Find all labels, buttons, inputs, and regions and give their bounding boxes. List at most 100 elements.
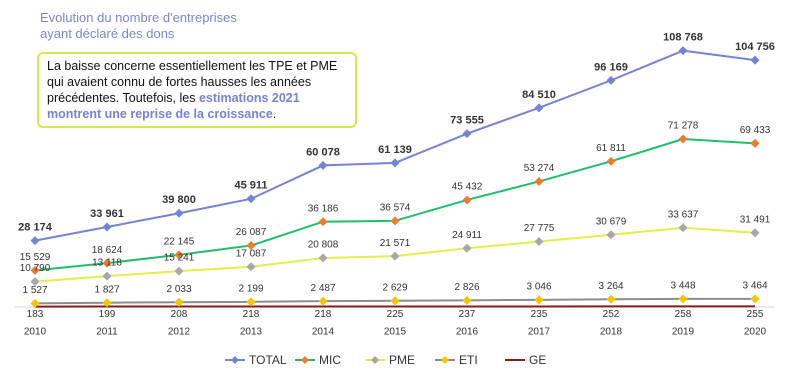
marker: [534, 176, 544, 186]
value-label: 208: [171, 309, 188, 320]
value-label: 69 433: [740, 125, 771, 136]
x-tick-label: 2011: [96, 327, 118, 338]
value-label: 2 487: [310, 283, 335, 294]
legend-marker: [231, 356, 239, 364]
marker: [606, 230, 616, 240]
value-label: 71 278: [668, 121, 699, 132]
marker: [318, 253, 328, 263]
value-label: 15 529: [20, 252, 51, 263]
marker: [174, 297, 184, 307]
value-label: 3 046: [526, 281, 551, 292]
marker: [750, 138, 760, 148]
value-label: 36 574: [380, 202, 411, 213]
marker: [750, 228, 760, 238]
value-label: 96 169: [594, 61, 628, 73]
marker: [102, 298, 112, 308]
legend-label: MIC: [319, 353, 341, 367]
marker: [318, 217, 328, 227]
value-label: 15 241: [164, 253, 195, 264]
value-label: 225: [387, 309, 404, 320]
marker: [174, 208, 184, 218]
value-label: 183: [27, 309, 44, 320]
x-tick-label: 2016: [456, 327, 479, 338]
marker: [606, 156, 616, 166]
value-label: 33 637: [668, 209, 699, 220]
x-tick-label: 2020: [744, 327, 767, 338]
chart-title: Evolution du nombre d'entreprises ayant …: [40, 10, 237, 41]
x-tick-label: 2018: [600, 327, 623, 338]
annotation-text: La baisse concerne essentiellement les T…: [47, 59, 338, 105]
marker: [246, 297, 256, 307]
marker: [462, 129, 472, 139]
marker: [174, 266, 184, 276]
value-label: 45 432: [452, 182, 483, 193]
annotation-highlight: estimations 2021 montrent une reprise de…: [47, 91, 300, 121]
value-label: 2 629: [382, 282, 407, 293]
value-label: 255: [747, 309, 764, 320]
value-label: 60 078: [306, 146, 340, 158]
marker: [318, 160, 328, 170]
value-label: 18 624: [92, 245, 123, 256]
value-label: 73 555: [450, 115, 484, 127]
value-label: 13 118: [92, 258, 122, 269]
marker: [390, 158, 400, 168]
marker: [390, 216, 400, 226]
legend-marker: [371, 356, 379, 364]
marker: [102, 271, 112, 281]
marker: [246, 262, 256, 272]
marker: [102, 258, 112, 268]
value-label: 27 775: [524, 223, 555, 234]
value-label: 199: [99, 309, 116, 320]
value-label: 26 087: [236, 227, 267, 238]
value-label: 33 961: [90, 208, 124, 220]
value-label: 258: [675, 309, 692, 320]
value-label: 30 679: [596, 216, 627, 227]
value-label: 21 571: [380, 238, 411, 249]
value-label: 1 527: [22, 285, 47, 296]
value-label: 237: [459, 309, 476, 320]
legend-marker: [301, 356, 309, 364]
marker: [462, 295, 472, 305]
x-tick-label: 2017: [528, 327, 551, 338]
legend-label: PME: [389, 353, 415, 367]
marker: [174, 250, 184, 260]
value-label: 218: [315, 309, 332, 320]
marker: [534, 295, 544, 305]
marker: [534, 103, 544, 113]
marker: [678, 294, 688, 304]
x-tick-label: 2012: [168, 327, 191, 338]
value-label: 2 199: [238, 283, 263, 294]
value-label: 84 510: [522, 89, 556, 101]
value-label: 104 756: [735, 41, 775, 53]
value-label: 22 145: [164, 236, 195, 247]
value-label: 24 911: [452, 230, 482, 241]
marker: [390, 251, 400, 261]
value-label: 61 811: [596, 143, 626, 154]
marker: [678, 134, 688, 144]
marker: [678, 46, 688, 56]
marker: [30, 236, 40, 246]
value-label: 61 139: [378, 144, 412, 156]
value-label: 2 826: [454, 282, 479, 293]
value-label: 10 790: [20, 263, 51, 274]
value-label: 39 800: [162, 194, 196, 206]
value-label: 53 274: [524, 163, 555, 174]
marker: [750, 294, 760, 304]
marker: [318, 296, 328, 306]
value-label: 36 186: [308, 203, 339, 214]
value-label: 17 087: [236, 248, 267, 259]
value-label: 28 174: [18, 222, 53, 234]
value-label: 108 768: [663, 32, 703, 44]
marker: [462, 243, 472, 253]
marker: [30, 277, 40, 287]
marker: [462, 195, 472, 205]
marker: [30, 298, 40, 308]
marker: [390, 296, 400, 306]
legend-label: GE: [529, 353, 546, 367]
marker: [30, 265, 40, 275]
marker: [102, 222, 112, 232]
x-tick-label: 2014: [312, 327, 335, 338]
value-label: 2 033: [166, 284, 191, 295]
x-tick-label: 2019: [672, 327, 695, 338]
